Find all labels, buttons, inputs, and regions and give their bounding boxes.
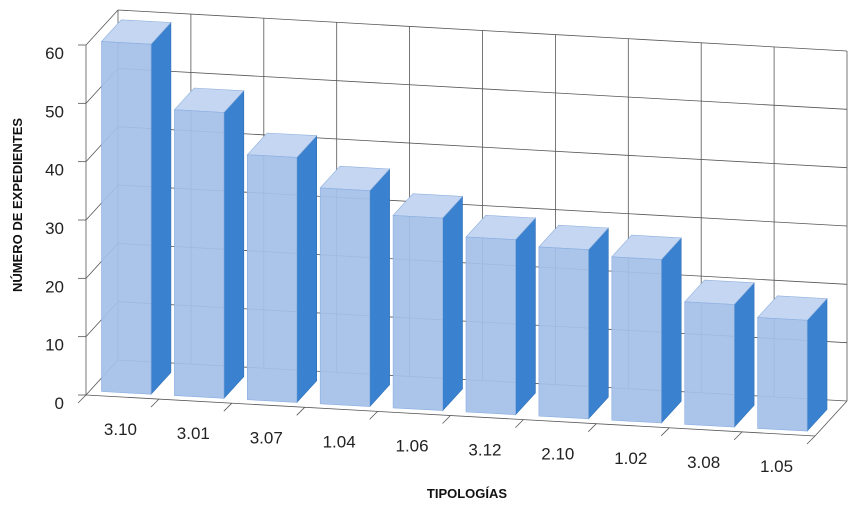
floor-edge [814, 400, 848, 437]
x-tick [296, 407, 305, 416]
x-tick-label: 1.06 [396, 436, 429, 455]
bar-3.07 [246, 132, 318, 404]
bar-3.10 [100, 19, 172, 395]
bar-side [806, 297, 828, 432]
x-tick [515, 419, 524, 428]
x-tick [806, 435, 816, 445]
y-tick-label: 50 [45, 102, 64, 121]
bar-side [661, 237, 682, 424]
x-tick [150, 398, 160, 408]
y-tick-label: 30 [45, 219, 64, 238]
gridline [85, 9, 119, 46]
x-tick-label: 1.05 [760, 457, 793, 476]
x-tick [369, 411, 378, 420]
bar-front [174, 109, 225, 399]
bar-1.02 [611, 234, 682, 424]
x-tick [442, 415, 451, 424]
x-tick [77, 394, 87, 404]
x-axis-title: TIPOLOGÍAS [427, 486, 508, 501]
bar-side [150, 21, 172, 395]
bar-2.10 [538, 224, 609, 420]
x-tick-label: 3.08 [687, 453, 720, 472]
bar-front [319, 187, 371, 407]
bar-3.01 [173, 87, 245, 400]
bar-front [684, 301, 735, 428]
bar-front [392, 215, 444, 411]
bar-3.12 [465, 214, 537, 416]
x-tick [733, 431, 743, 441]
x-tick [660, 427, 670, 437]
y-tick-label: 0 [55, 394, 64, 413]
bar-side [296, 134, 318, 404]
bar-1.04 [319, 165, 391, 408]
bar-front [465, 236, 516, 416]
bar-front [757, 317, 808, 432]
bar-side [515, 217, 536, 416]
bar-side [442, 195, 463, 412]
x-tick-label: 3.10 [104, 420, 137, 439]
x-tick-label: 3.01 [177, 424, 210, 443]
x-tick-label: 2.10 [541, 445, 574, 464]
bar-side [223, 90, 245, 400]
x-tick-label: 1.02 [614, 449, 647, 468]
y-tick-label: 60 [45, 44, 64, 63]
bar-front [611, 256, 662, 424]
y-tick-label: 40 [45, 161, 64, 180]
y-tick-label: 10 [45, 336, 64, 355]
y-tick-label: 20 [45, 277, 64, 296]
bar-front [247, 154, 298, 403]
bar-side [588, 227, 609, 420]
bar-side [369, 168, 390, 408]
x-tick [588, 423, 597, 432]
x-tick-labels: 3.10 3.01 3.07 1.04 1.06 3.12 2.10 1.02 3.08 1.05 [104, 420, 793, 476]
bars [100, 19, 828, 432]
x-tick-label: 3.07 [250, 428, 283, 447]
x-tick-label: 3.12 [468, 441, 501, 460]
bar-1.06 [392, 193, 464, 412]
y-tick-labels: 0 10 20 30 40 50 60 [45, 44, 64, 413]
y-axis-title: NÚMERO DE EXPEDIENTES [10, 118, 25, 292]
bar-side [733, 282, 755, 428]
bar-front [538, 246, 589, 420]
x-tick [223, 402, 233, 412]
bar-3.08 [684, 279, 755, 428]
x-tick-label: 1.04 [323, 432, 356, 451]
bar-front [101, 41, 152, 395]
bar-1.05 [756, 295, 828, 432]
